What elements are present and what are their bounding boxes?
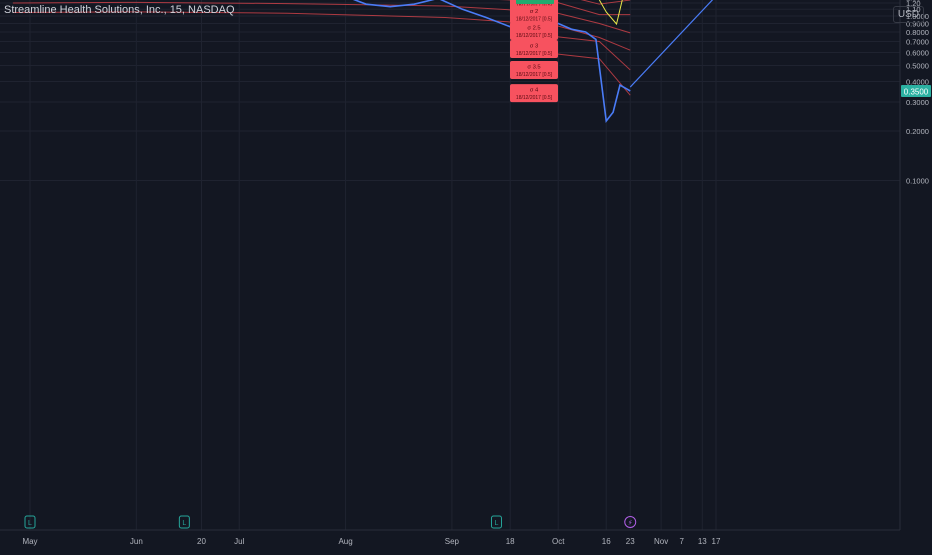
y-tick-label: 1.30 xyxy=(906,0,921,2)
currency-button[interactable]: USD xyxy=(892,6,924,23)
x-tick-label: Nov xyxy=(654,537,668,546)
marker-text: L xyxy=(28,520,32,527)
chart-title: Streamline Health Solutions, Inc., 15, N… xyxy=(4,4,235,16)
band-label-date: 18/12/2017 [0.5] xyxy=(516,95,553,101)
marker-text: L xyxy=(182,520,186,527)
time-axis-ticks: May Jun 20 Jul Aug Sep 18 Oct 16 23 Nov 7 13 17 xyxy=(22,537,721,546)
band-label[interactable]: σ 3.5 18/12/2017 [0.5] xyxy=(510,60,558,79)
projection-line[interactable] xyxy=(629,0,729,88)
y-tick-label: 0.9000 xyxy=(906,20,929,29)
band-line xyxy=(12,1,631,34)
y-tick-label: 0.2000 xyxy=(906,127,929,136)
earnings-marker[interactable]: L xyxy=(490,515,502,529)
band-label-box[interactable] xyxy=(510,22,558,41)
x-tick-label: Sep xyxy=(445,537,460,546)
band-line xyxy=(580,0,631,5)
vwap-line xyxy=(598,0,623,26)
marker-text: L xyxy=(495,520,499,527)
grid xyxy=(0,0,900,530)
projection[interactable] xyxy=(629,0,747,88)
top-marker-tag[interactable] xyxy=(516,0,554,4)
y-tick-label: 1.20 xyxy=(906,0,921,8)
price-line xyxy=(352,0,631,123)
band-label-box[interactable] xyxy=(510,5,558,24)
y-tick-label: 0.1000 xyxy=(906,177,929,186)
band-label-title: σ 2.5 xyxy=(527,26,540,32)
x-tick-label: May xyxy=(22,537,37,546)
band-label-box[interactable] xyxy=(510,40,558,59)
band-label-date: 18/12/2017 [0.5] xyxy=(516,72,553,78)
band-label-box[interactable] xyxy=(510,84,558,103)
band-label[interactable]: σ 318/12/2017 [0.5] xyxy=(510,40,558,59)
time-axis[interactable] xyxy=(0,530,932,550)
y-tick-label: 0.7000 xyxy=(906,37,929,46)
band-label-date: 18/12/2017 [0.5] xyxy=(516,17,553,23)
x-tick-label: 16 xyxy=(602,537,611,546)
x-tick-label: 13 xyxy=(698,537,707,546)
earnings-marker[interactable]: L xyxy=(24,515,36,529)
x-tick-label: 7 xyxy=(679,537,684,546)
last-price-label: 0.3500 xyxy=(904,88,929,97)
band-line xyxy=(12,11,631,51)
marker-circle xyxy=(624,516,637,528)
band-line xyxy=(499,0,631,16)
marker-box xyxy=(490,515,502,529)
band-label-title: σ 4 xyxy=(530,88,539,94)
x-tick-label: Jul xyxy=(234,537,244,546)
y-tick-label: 0.8000 xyxy=(906,28,929,37)
x-tick-label: Aug xyxy=(338,537,352,546)
price-series xyxy=(352,0,631,123)
y-tick-label: 1.10 xyxy=(906,5,921,14)
price-axis-ticks: 1.911.801.701.601.541.501.401.301.201.10… xyxy=(901,0,931,186)
band-label-box[interactable] xyxy=(510,60,558,79)
band-label[interactable]: σ 2.518/12/2017 [0.5] xyxy=(510,22,558,41)
x-tick-label: 20 xyxy=(197,537,206,546)
marker-box xyxy=(24,515,36,529)
earnings-marker[interactable]: L xyxy=(178,515,190,529)
band-label[interactable]: σ 2 18/12/2017 [0.5] xyxy=(510,5,558,24)
y-tick-label: 0.3000 xyxy=(906,98,929,107)
band-label-date: 18/12/2017 [0.5] xyxy=(516,51,553,57)
y-tick-label: 0.5000 xyxy=(906,62,929,71)
band-label-title: σ 3 xyxy=(530,44,538,50)
marker-text: ⚡ xyxy=(628,519,633,527)
x-tick-label: 18 xyxy=(506,537,515,546)
x-tick-label: Jun xyxy=(130,537,143,546)
band-label[interactable]: σ 418/12/2017 [0.5] xyxy=(510,84,558,103)
x-tick-label: 23 xyxy=(626,537,635,546)
band-label-title: σ 3.5 xyxy=(527,64,540,70)
band-label-title: σ 2 xyxy=(530,9,538,15)
x-tick-label: 17 xyxy=(712,537,721,546)
y-tick-label: 0.6000 xyxy=(906,48,929,57)
annotations[interactable]: Anchored VWAP18/12/2017 [0.5]σ 0.518/12/… xyxy=(510,0,558,103)
y-tick-label: 1.0000 xyxy=(906,12,929,21)
last-price-tag[interactable] xyxy=(901,85,931,98)
y-tick-label: 0.4000 xyxy=(906,77,929,86)
flash-marker[interactable]: ⚡ xyxy=(624,516,637,528)
band-label-date: 18/12/2017 [0.5] xyxy=(516,33,553,39)
event-markers[interactable]: L L L ⚡ xyxy=(24,515,637,529)
marker-box xyxy=(178,515,190,529)
x-tick-label: Oct xyxy=(552,537,565,546)
